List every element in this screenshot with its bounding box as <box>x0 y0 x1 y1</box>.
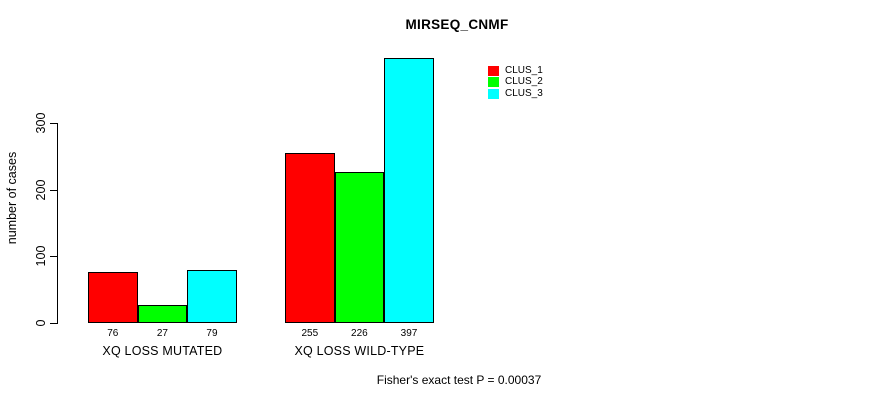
legend-swatch-CLUS_3 <box>488 88 499 99</box>
category-label: XQ LOSS MUTATED <box>102 343 223 358</box>
y-tick-label: 0 <box>34 319 48 327</box>
y-tick-label: 200 <box>34 179 48 201</box>
bar-CLUS_1 <box>88 272 138 323</box>
y-tick-mark <box>50 256 57 258</box>
legend: CLUS_1 CLUS_2 CLUS_3 <box>488 65 543 100</box>
bar-value-label: 27 <box>156 327 168 339</box>
bar-value-label: 79 <box>206 327 218 339</box>
y-tick-mark <box>50 323 57 324</box>
legend-label: CLUS_3 <box>505 87 543 99</box>
legend-label: CLUS_1 <box>505 64 543 76</box>
annotation-text: Fisher's exact test P = 0.00037 <box>376 373 542 387</box>
y-axis-line <box>57 123 58 324</box>
bar-value-label: 397 <box>400 327 418 339</box>
bar-CLUS_1 <box>285 153 335 323</box>
y-tick-mark <box>50 123 57 125</box>
bar-value-label: 226 <box>351 327 368 339</box>
legend-item: CLUS_3 <box>488 88 543 100</box>
category-label: XQ LOSS WILD-TYPE <box>294 343 425 358</box>
y-tick-label: 100 <box>34 245 48 267</box>
legend-swatch-CLUS_2 <box>488 77 499 88</box>
bar-value-label: 76 <box>107 327 119 339</box>
legend-label: CLUS_2 <box>505 76 543 88</box>
bar-CLUS_3 <box>384 58 434 323</box>
y-axis-label: number of cases <box>5 151 19 245</box>
chart-title: MIRSEQ_CNMF <box>405 17 509 32</box>
y-tick-label: 300 <box>34 112 48 134</box>
bar-CLUS_2 <box>334 172 385 323</box>
y-tick-mark <box>50 189 57 191</box>
legend-item: CLUS_1 <box>488 65 543 77</box>
legend-swatch-CLUS_1 <box>488 65 499 76</box>
bar-value-label: 255 <box>301 327 319 339</box>
bar-CLUS_3 <box>187 270 237 323</box>
bar-CLUS_2 <box>137 305 188 323</box>
legend-item: CLUS_2 <box>488 77 543 89</box>
